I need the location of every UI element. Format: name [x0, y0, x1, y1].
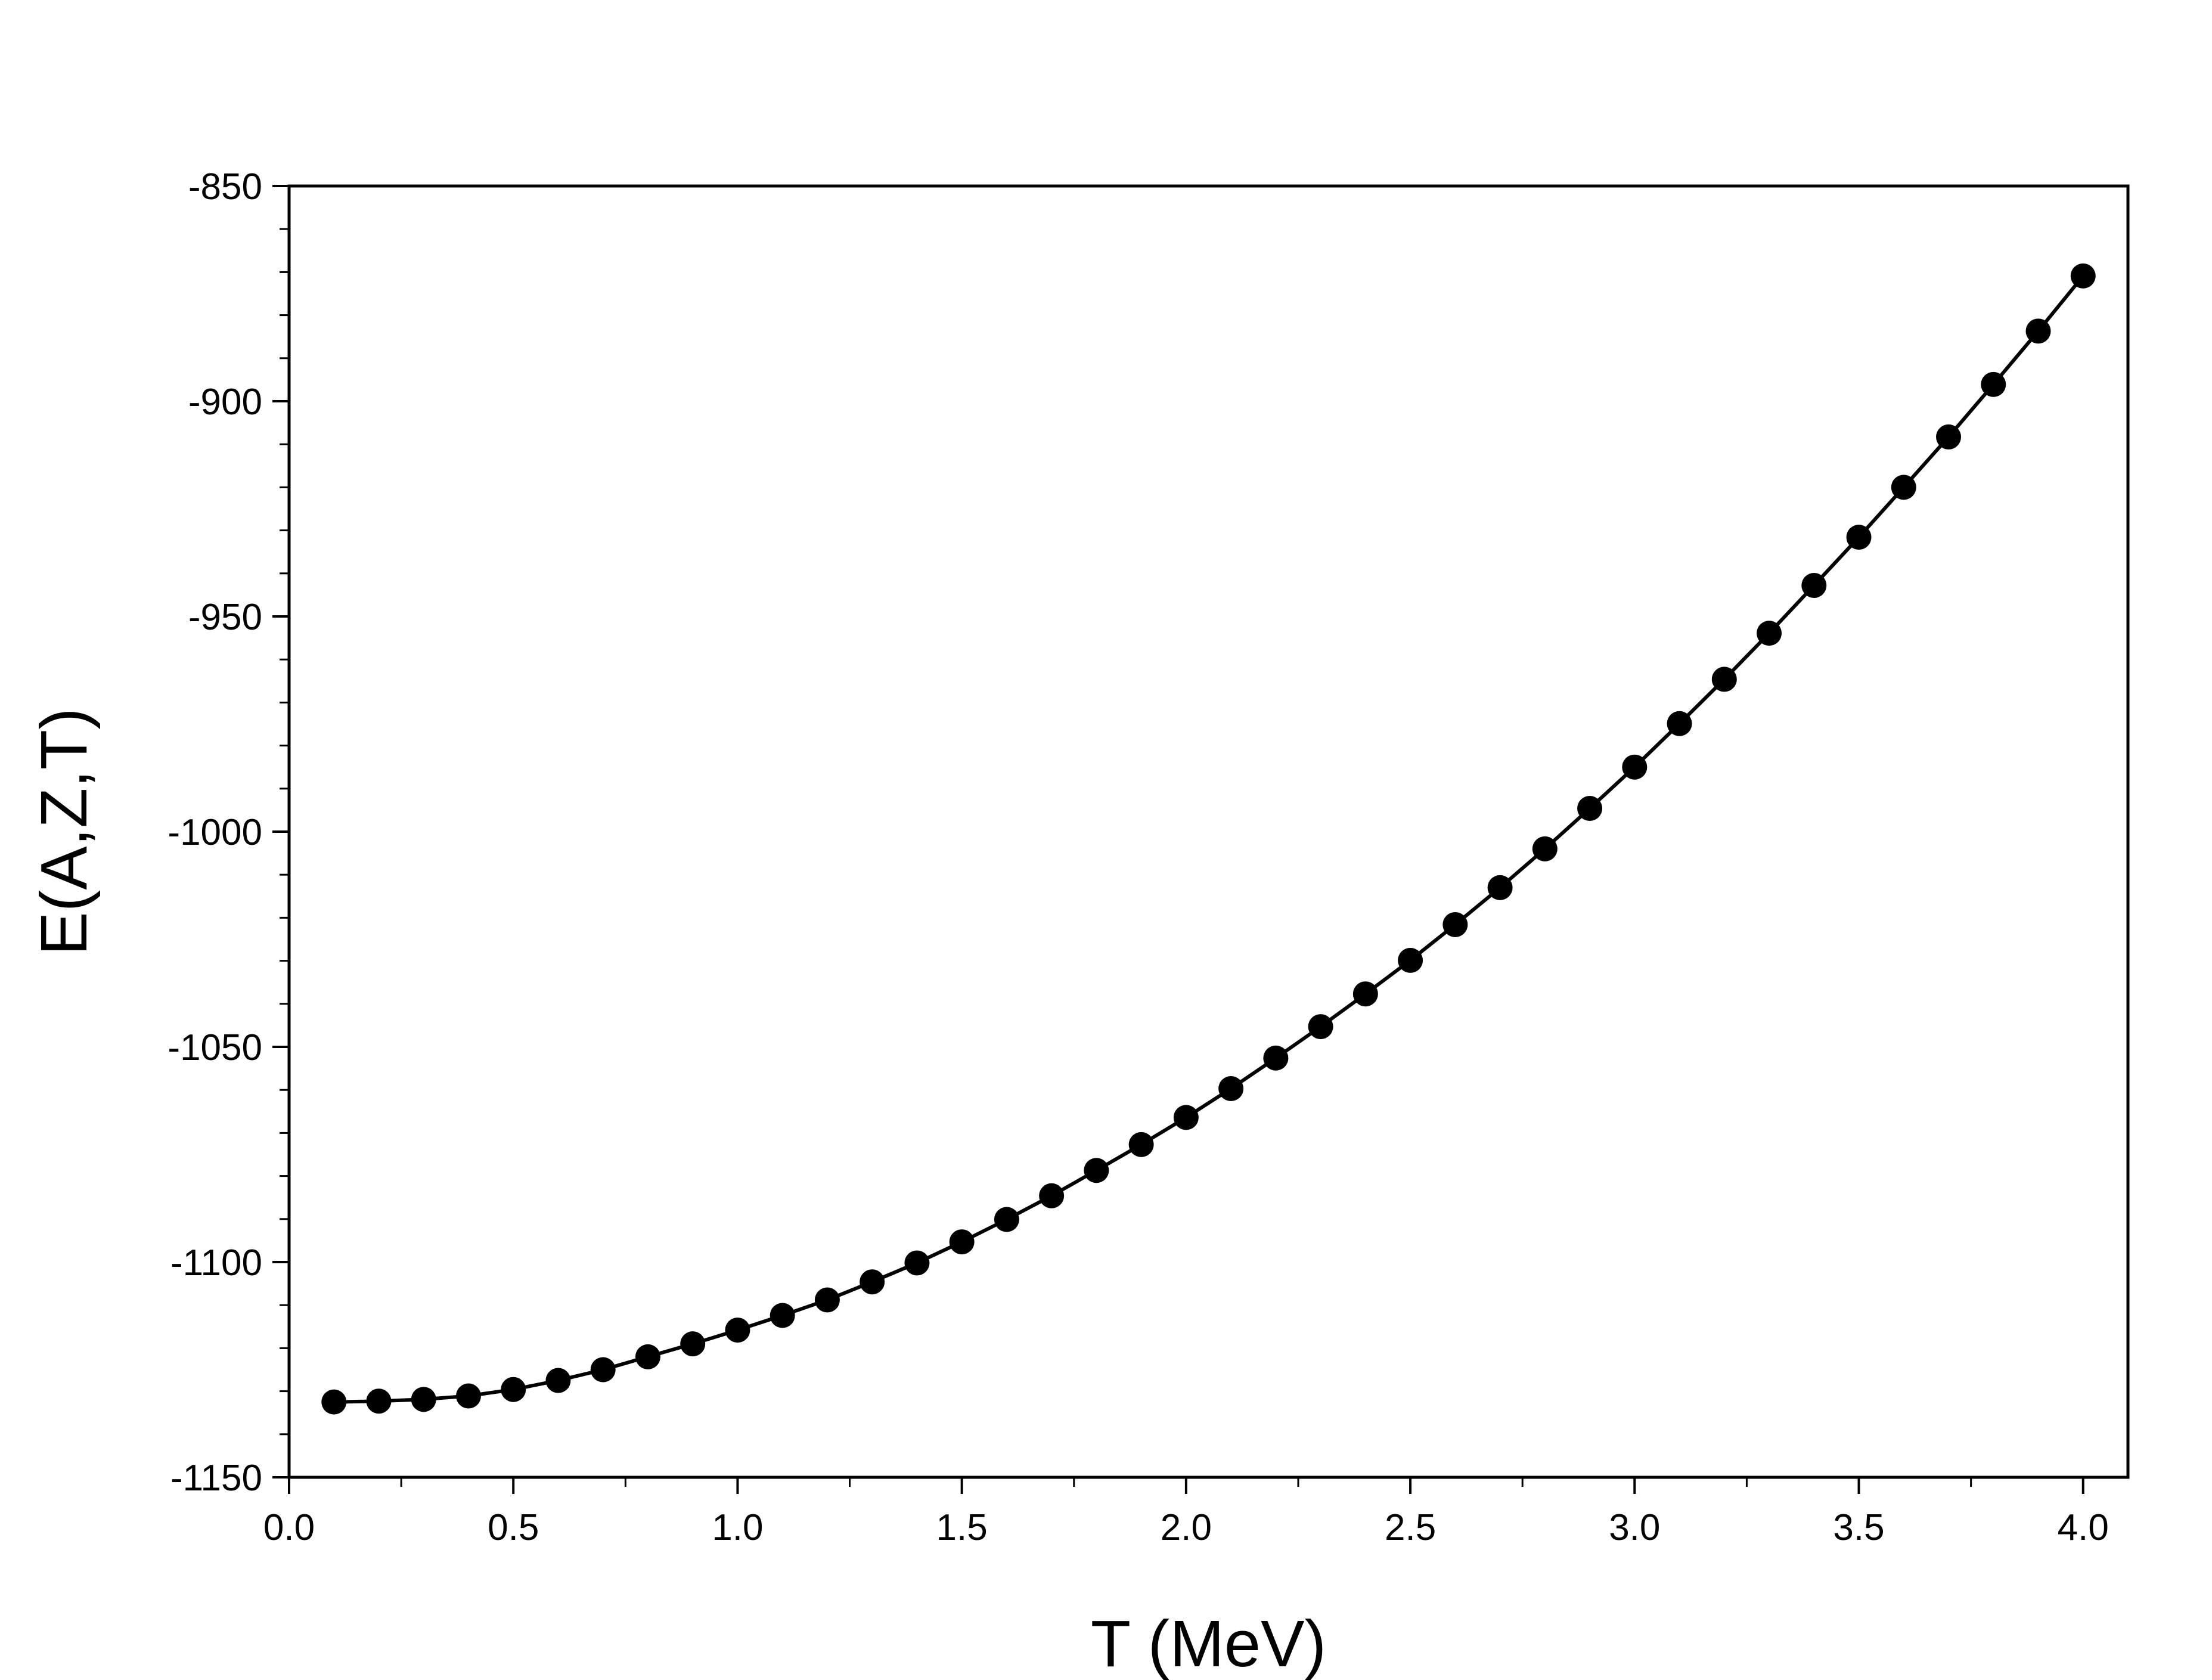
x-tick-label: 1.0: [712, 1507, 763, 1548]
x-tick-label: 4.0: [2058, 1507, 2109, 1548]
data-point: [860, 1269, 885, 1295]
y-tick-label: -850: [188, 166, 262, 207]
x-tick-label: 3.5: [1833, 1507, 1884, 1548]
y-tick-label: -950: [188, 597, 262, 638]
data-point: [1532, 836, 1558, 861]
x-tick-label: 0.5: [488, 1507, 539, 1548]
x-tick-label: 2.0: [1161, 1507, 1212, 1548]
y-tick-label: -900: [188, 382, 262, 423]
data-point: [455, 1383, 481, 1409]
series-group: [321, 263, 2096, 1415]
data-point: [1981, 371, 2006, 397]
data-point: [1128, 1132, 1154, 1157]
data-point: [949, 1229, 975, 1255]
data-point: [1622, 754, 1648, 780]
data-point: [1442, 912, 1468, 937]
data-point: [1352, 981, 1378, 1007]
data-point: [321, 1389, 347, 1415]
x-tick-label: 0.0: [263, 1507, 315, 1548]
x-tick-label: 2.5: [1385, 1507, 1436, 1548]
x-axis-title: T (MeV): [1091, 1607, 1326, 1680]
data-point: [1667, 711, 1692, 736]
data-point: [1711, 667, 1737, 692]
x-tick-label: 3.0: [1609, 1507, 1660, 1548]
data-point: [1487, 875, 1513, 900]
data-point: [1084, 1158, 1109, 1183]
axis-ticks: [272, 185, 2084, 1494]
data-point: [814, 1287, 840, 1313]
data-point: [1218, 1076, 1244, 1102]
data-point: [501, 1377, 526, 1402]
y-tick-label: -1100: [170, 1242, 262, 1284]
data-point: [635, 1344, 660, 1369]
x-tick-label: 1.5: [936, 1507, 988, 1548]
data-point: [366, 1388, 392, 1414]
data-point: [2070, 263, 2096, 289]
data-point: [680, 1331, 706, 1357]
data-point: [545, 1368, 571, 1393]
data-point: [1577, 796, 1603, 822]
y-axis-title: E(A,Z,T): [27, 708, 101, 956]
data-point: [1039, 1183, 1065, 1208]
data-point: [1757, 621, 1782, 646]
data-point: [770, 1303, 795, 1328]
data-point: [2025, 318, 2051, 344]
data-point: [1398, 947, 1423, 973]
data-point: [411, 1387, 436, 1412]
data-point: [1801, 573, 1827, 599]
series-line: [334, 275, 2085, 1404]
data-point: [1263, 1045, 1289, 1071]
y-tick-label: -1000: [167, 812, 262, 853]
data-point: [1891, 475, 1916, 500]
data-point: [590, 1357, 616, 1383]
y-tick-label: -1050: [167, 1027, 262, 1068]
y-tick-label: -1150: [170, 1458, 262, 1499]
plot-frame: [287, 184, 2130, 1479]
data-point: [904, 1250, 930, 1276]
data-point: [994, 1207, 1019, 1232]
tick-labels: 0.0 0.5 1.0 1.5 2.0 2.5 3.0 3.5 4.0 -1150 -1100 -10…: [167, 166, 2108, 1548]
data-point: [1936, 424, 1962, 450]
data-point: [1846, 525, 1872, 550]
data-point: [1308, 1014, 1333, 1040]
data-point: [725, 1318, 750, 1343]
data-point: [1173, 1105, 1199, 1130]
